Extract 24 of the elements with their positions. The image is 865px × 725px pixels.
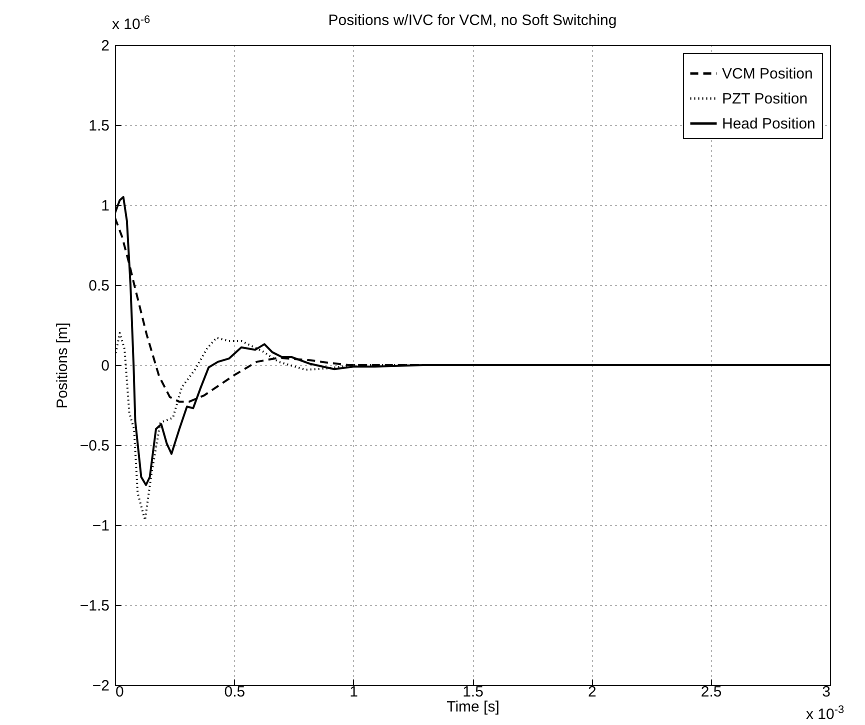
y-tick-label: 1.5 [88, 118, 110, 134]
chart-title: Positions w/IVC for VCM, no Soft Switching [328, 12, 617, 29]
x-tick-label: 3 [822, 684, 830, 700]
y-axis-title: Positions [m] [54, 322, 71, 408]
y-tick-label: 2 [101, 38, 110, 54]
legend-label: PZT Position [722, 90, 808, 108]
x-tick-label: 1.5 [462, 684, 484, 700]
x-axis-title: Time [s] [446, 698, 500, 716]
y-tick-label: 0.5 [88, 278, 110, 294]
text: x 10$^{-3}$ [806, 704, 844, 723]
x-tick-label: 0.5 [224, 684, 246, 700]
legend-label: Head Position [722, 116, 816, 132]
x-tick-label: 1 [350, 684, 358, 700]
y-tick-label: −1 [92, 518, 110, 534]
x-tick-label: 2.5 [700, 684, 722, 700]
y-tick-label: −0.5 [80, 438, 110, 454]
x-tick-label: 2 [588, 684, 596, 700]
y-tick-label: −2 [92, 678, 110, 694]
y-tick-label: 1 [101, 198, 110, 214]
y-tick-label: −1.5 [80, 598, 110, 614]
y-tick-label: 0 [101, 358, 110, 374]
text: x 10$^{-6}$ [112, 14, 150, 33]
legend-label: VCM Position [722, 66, 813, 82]
x-tick-label: 0 [116, 684, 124, 700]
